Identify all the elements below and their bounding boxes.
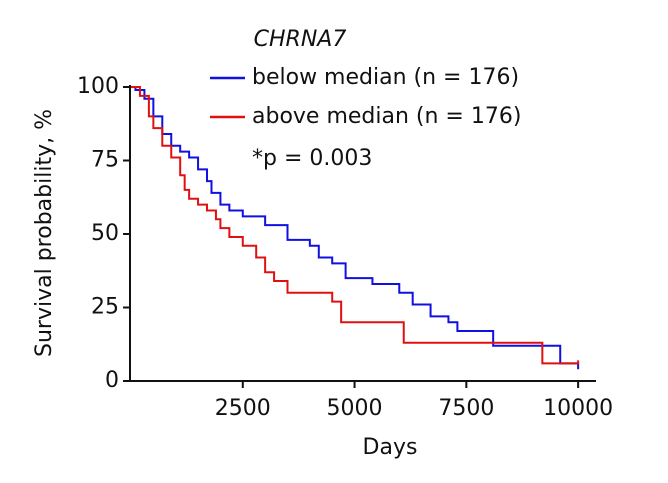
y-axis-label: Survival probability, % — [32, 109, 57, 357]
y-tick-label: 25 — [91, 295, 119, 320]
x-tick-label: 10000 — [543, 396, 613, 421]
y-tick-label: 75 — [91, 148, 119, 173]
survival-curve — [131, 86, 580, 370]
annotation: *p = 0.003 — [252, 146, 372, 171]
y-tick-label: 50 — [91, 221, 119, 246]
x-tick-label: 2500 — [215, 396, 271, 421]
x-axis-label: Days — [363, 435, 418, 460]
survival-curve — [131, 86, 580, 365]
y-tick-label: 0 — [105, 368, 119, 393]
y-tick-label: 100 — [77, 74, 119, 99]
legend-label: above median (n = 176) — [252, 104, 521, 129]
x-tick-label: 5000 — [327, 396, 383, 421]
chart-title: CHRNA7 — [254, 27, 347, 52]
legend-label: below median (n = 176) — [252, 65, 519, 90]
x-tick-label: 7500 — [438, 396, 494, 421]
